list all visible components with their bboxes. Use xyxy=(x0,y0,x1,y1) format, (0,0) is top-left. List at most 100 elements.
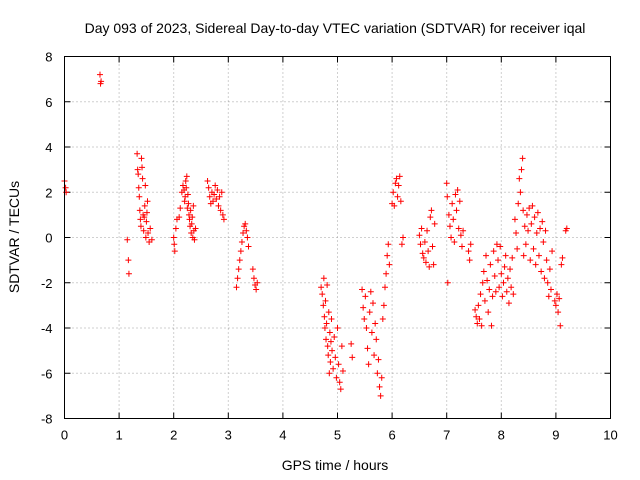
data-point xyxy=(475,302,482,309)
data-point xyxy=(242,220,249,227)
y-tick-label: -6 xyxy=(41,366,53,381)
data-point xyxy=(474,320,481,327)
data-point xyxy=(245,243,252,250)
data-point xyxy=(477,291,484,298)
data-point xyxy=(183,184,190,191)
data-point xyxy=(392,180,399,187)
chart-title: Day 093 of 2023, Sidereal Day-to-day VTE… xyxy=(85,20,586,36)
data-point xyxy=(499,293,506,300)
data-point xyxy=(329,347,336,354)
data-point xyxy=(546,266,553,273)
data-point xyxy=(360,304,367,311)
data-point xyxy=(237,248,244,255)
data-point xyxy=(416,232,423,239)
data-point xyxy=(455,225,462,232)
data-point xyxy=(135,184,142,191)
data-point xyxy=(323,336,330,343)
data-point xyxy=(543,257,550,264)
data-point xyxy=(376,383,383,390)
data-point xyxy=(520,207,527,214)
data-point xyxy=(147,225,154,232)
x-axis-label: GPS time / hours xyxy=(282,457,389,473)
data-point xyxy=(374,370,381,377)
data-point xyxy=(144,198,151,205)
data-point xyxy=(380,302,387,309)
data-point xyxy=(212,182,219,189)
data-point xyxy=(335,361,342,368)
data-point xyxy=(559,254,566,261)
data-point xyxy=(497,243,504,250)
data-point xyxy=(124,236,131,243)
data-point xyxy=(324,282,331,289)
data-point xyxy=(535,252,542,259)
x-tick-label: 3 xyxy=(225,428,232,443)
data-point xyxy=(233,284,240,291)
data-point xyxy=(444,193,451,200)
data-point xyxy=(142,182,149,189)
data-point xyxy=(141,202,148,209)
data-point xyxy=(319,291,326,298)
data-point xyxy=(451,239,458,246)
data-points xyxy=(61,71,570,399)
data-point xyxy=(493,241,500,248)
data-point xyxy=(323,320,330,327)
data-point xyxy=(510,291,517,298)
data-point xyxy=(359,286,366,293)
data-point xyxy=(253,286,260,293)
data-point xyxy=(450,216,457,223)
data-point xyxy=(488,322,495,329)
data-point xyxy=(235,266,242,273)
data-point xyxy=(185,211,192,218)
data-point xyxy=(187,207,194,214)
data-point xyxy=(326,370,333,377)
data-point xyxy=(386,261,393,268)
data-point xyxy=(544,279,551,286)
data-point xyxy=(419,250,426,257)
y-tick-label: 4 xyxy=(45,140,52,155)
data-point xyxy=(210,198,217,205)
x-tick-label: 5 xyxy=(334,428,341,443)
data-point xyxy=(218,189,225,196)
data-point xyxy=(384,252,391,259)
data-point xyxy=(528,220,535,227)
data-point xyxy=(479,279,486,286)
data-point xyxy=(514,245,521,252)
data-point xyxy=(481,297,488,304)
data-point xyxy=(430,261,437,268)
data-point xyxy=(334,325,341,331)
data-point xyxy=(491,272,498,279)
data-point xyxy=(136,207,143,214)
data-point xyxy=(190,202,197,209)
data-point xyxy=(320,275,327,282)
data-point xyxy=(377,392,384,399)
data-point xyxy=(170,234,177,241)
y-tick-label: -2 xyxy=(41,276,53,291)
data-point xyxy=(217,207,224,214)
data-point xyxy=(327,358,334,365)
data-point xyxy=(453,207,460,214)
data-point xyxy=(141,214,148,221)
data-point xyxy=(473,313,480,320)
data-point xyxy=(321,313,328,320)
data-point xyxy=(183,173,190,180)
data-point xyxy=(484,277,491,284)
data-point xyxy=(431,220,438,227)
data-point xyxy=(362,293,369,300)
x-tick-label: 7 xyxy=(443,428,450,443)
y-tick-label: 2 xyxy=(45,185,52,200)
data-point xyxy=(137,223,144,230)
data-point xyxy=(188,220,195,227)
data-point xyxy=(249,266,256,273)
x-tick-label: 4 xyxy=(279,428,286,443)
data-point xyxy=(428,207,435,214)
data-point xyxy=(379,315,386,322)
data-point xyxy=(513,229,520,236)
data-point xyxy=(503,288,510,295)
data-point xyxy=(369,300,376,307)
data-point xyxy=(176,214,183,221)
data-point xyxy=(498,270,505,277)
data-point xyxy=(501,263,508,270)
x-tick-label: 0 xyxy=(61,428,68,443)
data-point xyxy=(519,155,526,162)
data-point xyxy=(216,193,223,200)
